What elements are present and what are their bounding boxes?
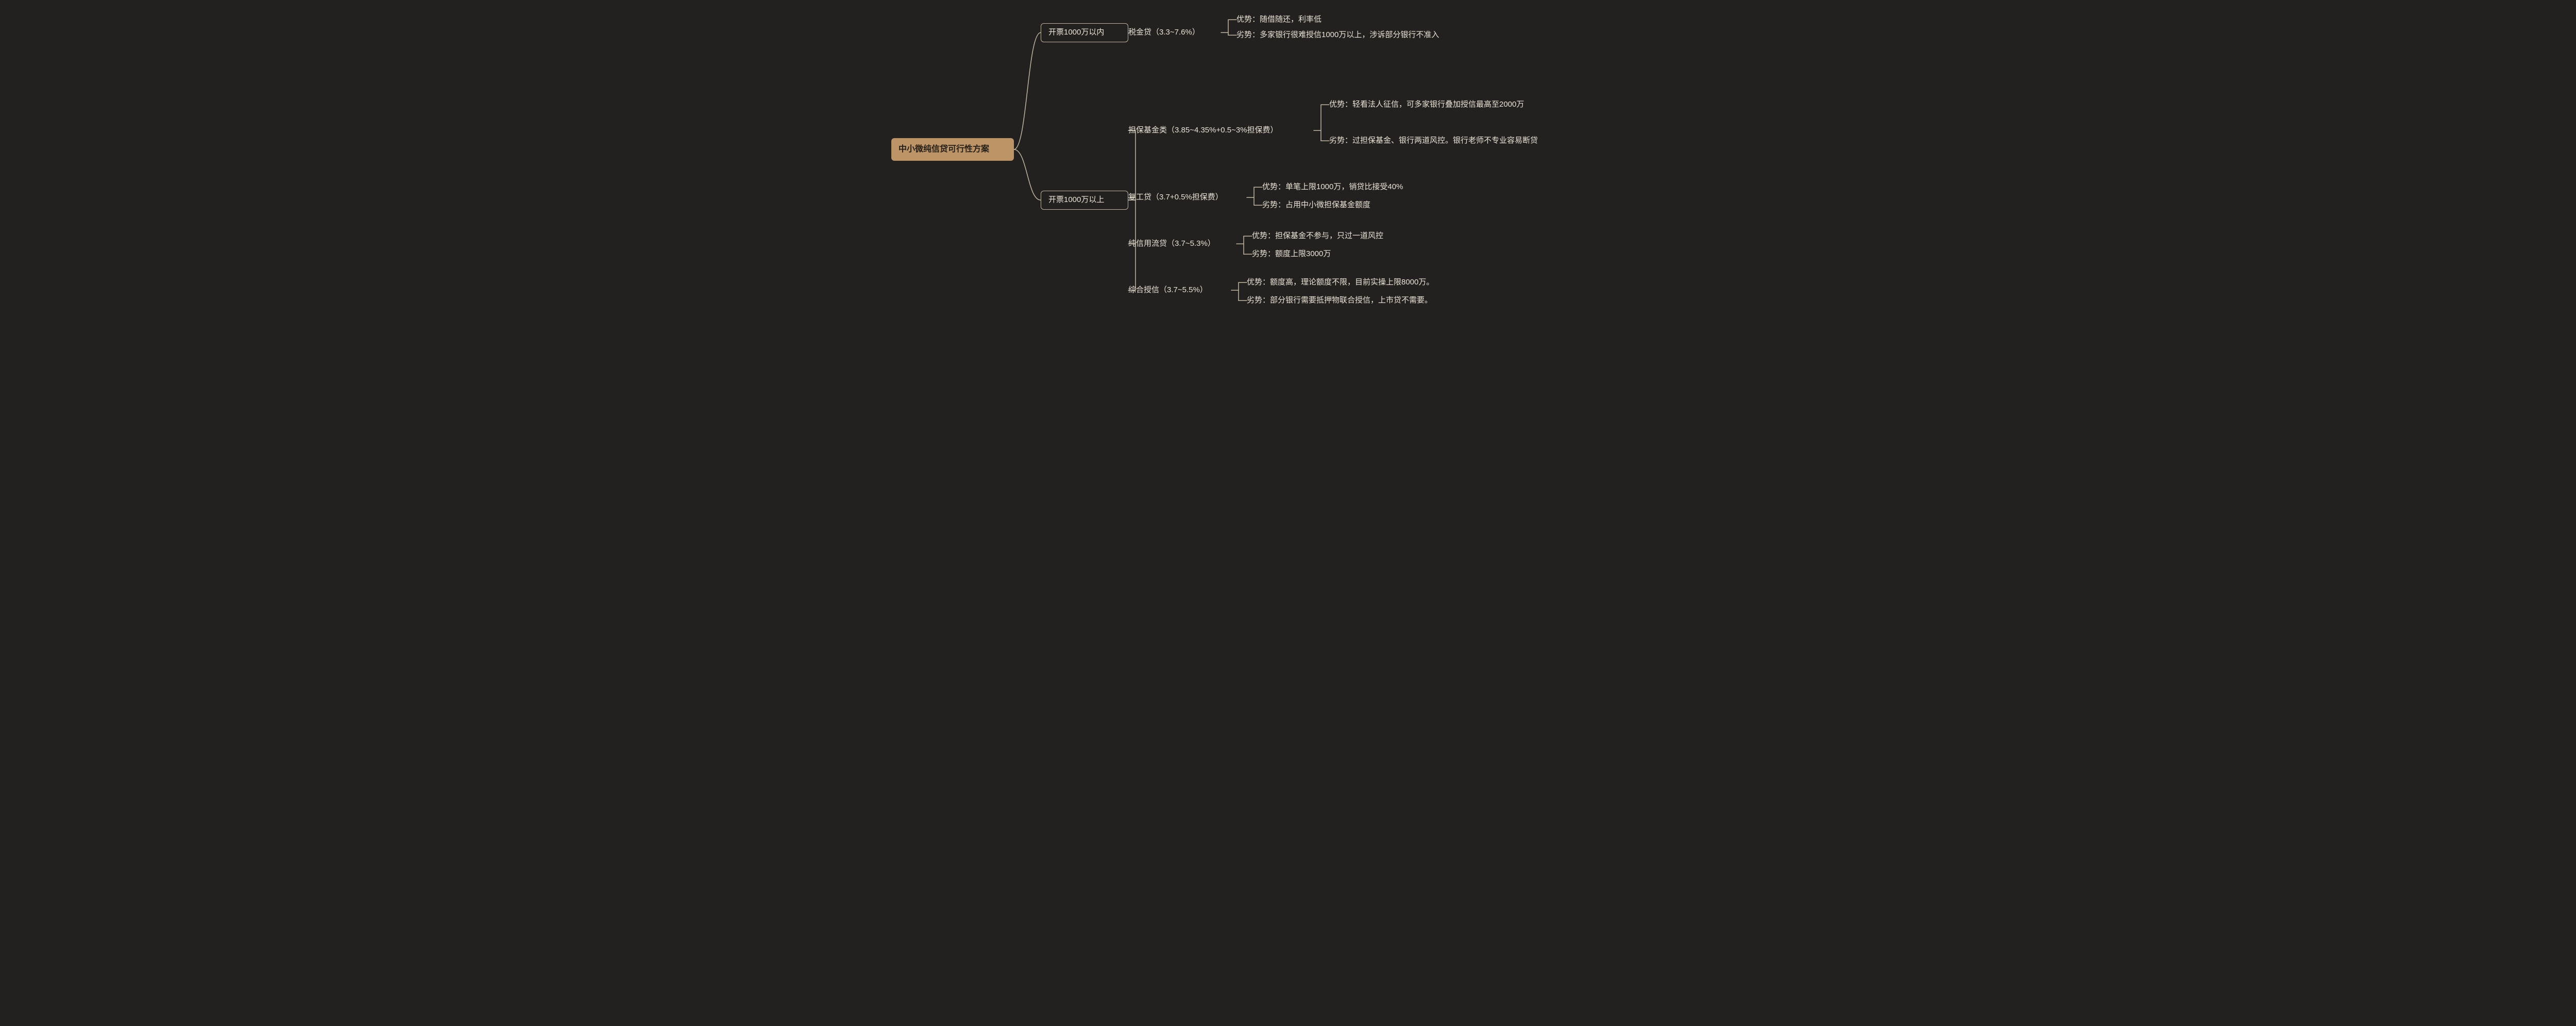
product-resume-work: 复工贷（3.7+0.5%担保费） — [1128, 191, 1247, 205]
leaf-p1-con: 劣势：多家银行很难授信1000万以上，涉诉部分银行不准入 — [1236, 28, 1458, 42]
branch-over-10m: 开票1000万以上 — [1041, 191, 1128, 210]
leaf-p5-pro: 优势：额度高，理论额度不限，目前实操上限8000万。 — [1247, 276, 1463, 290]
leaf-p1-pro: 优势：随借随还，利率低 — [1236, 13, 1391, 27]
leaf-p4-con: 劣势：额度上限3000万 — [1252, 247, 1365, 261]
leaf-p2-con: 劣势：过担保基金、银行两道风控。银行老师不专业容易断贷 — [1329, 134, 1551, 148]
leaf-p5-con: 劣势：部分银行需要抵押物联合授信，上市贷不需要。 — [1247, 294, 1463, 308]
leaf-p3-pro: 优势：单笔上限1000万，销贷比接受40% — [1262, 180, 1448, 194]
root-node: 中小微纯信贷可行性方案 — [891, 138, 1014, 161]
product-guarantee-fund: 担保基金类（3.85~4.35%+0.5~3%担保费） — [1128, 124, 1314, 138]
leaf-p2-pro: 优势：轻看法人征信，可多家银行叠加授信最高至2000万 — [1329, 98, 1551, 112]
branch-under-10m: 开票1000万以内 — [1041, 23, 1128, 42]
product-tax-loan: 税金贷（3.3~7.6%） — [1128, 26, 1221, 40]
leaf-p4-pro: 优势：担保基金不参与，只过一道风控 — [1252, 229, 1422, 243]
product-pure-credit: 纯信用流贷（3.7~5.3%） — [1128, 237, 1236, 251]
product-comprehensive: 综合授信（3.7~5.5%） — [1128, 283, 1231, 297]
mindmap-canvas: 中小微纯信贷可行性方案 开票1000万以内 开票1000万以上 税金贷（3.3~… — [876, 0, 1700, 319]
leaf-p3-con: 劣势：占用中小微担保基金额度 — [1262, 198, 1417, 212]
